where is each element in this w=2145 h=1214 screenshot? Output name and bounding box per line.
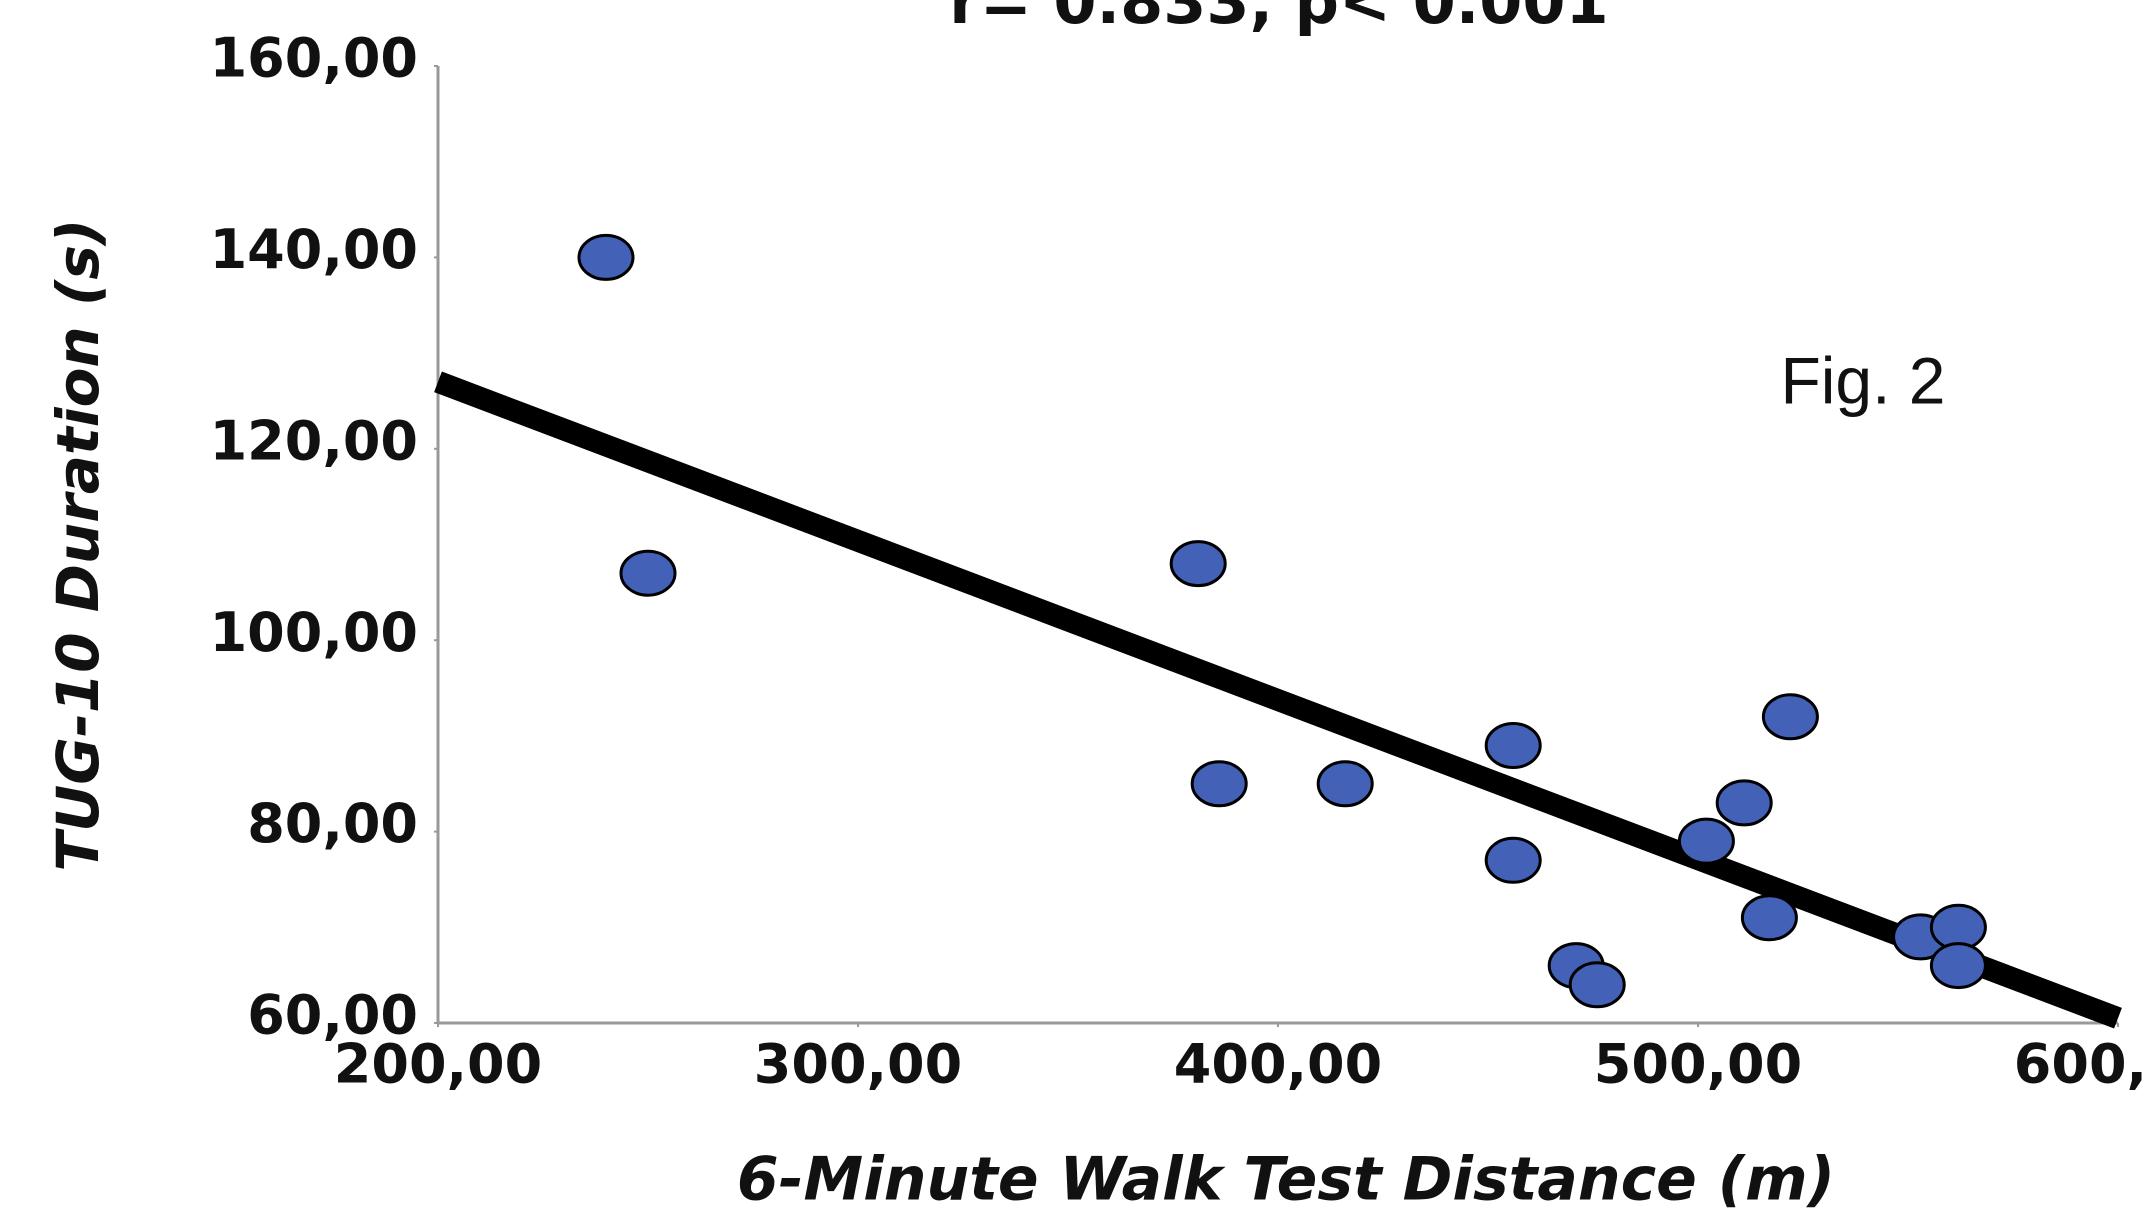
annotation: Fig. 2 xyxy=(1780,343,1945,417)
x-tick-label: 500,00 xyxy=(1594,1033,1802,1096)
x-tick-label: 300,00 xyxy=(754,1033,962,1096)
data-point xyxy=(1169,540,1227,588)
data-point xyxy=(1740,894,1798,942)
data-point xyxy=(1568,961,1626,1009)
y-axis-label: TUG-10 Duration (s) xyxy=(44,219,112,872)
data-point xyxy=(1677,817,1735,865)
data-point xyxy=(1190,760,1248,808)
x-tick-label: 200,00 xyxy=(334,1033,542,1096)
y-tick-label: 60,00 xyxy=(247,984,418,1047)
y-tick-label: 80,00 xyxy=(247,792,418,855)
data-point xyxy=(1484,836,1542,884)
y-tick-label: 120,00 xyxy=(210,409,418,472)
x-tick-label: 400,00 xyxy=(1174,1033,1382,1096)
data-point xyxy=(1484,721,1542,769)
data-point xyxy=(1715,779,1773,827)
data-point xyxy=(619,549,677,597)
data-point xyxy=(1316,760,1374,808)
chart-title: r= 0.833, p< 0.001 xyxy=(949,0,1608,38)
y-tick-label: 100,00 xyxy=(210,601,418,664)
data-point xyxy=(1761,693,1819,741)
x-tick-label: 600,00 xyxy=(2014,1033,2145,1096)
y-tick-label: 140,00 xyxy=(210,218,418,281)
x-axis-label: 6-Minute Walk Test Distance (m) xyxy=(737,1145,1835,1214)
y-tick-label: 160,00 xyxy=(210,27,418,90)
data-point xyxy=(1929,942,1987,990)
data-point xyxy=(577,233,635,281)
trend-line xyxy=(434,371,2122,1029)
